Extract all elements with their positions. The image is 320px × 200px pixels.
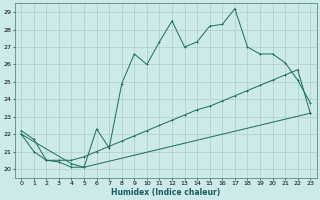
- X-axis label: Humidex (Indice chaleur): Humidex (Indice chaleur): [111, 188, 220, 197]
